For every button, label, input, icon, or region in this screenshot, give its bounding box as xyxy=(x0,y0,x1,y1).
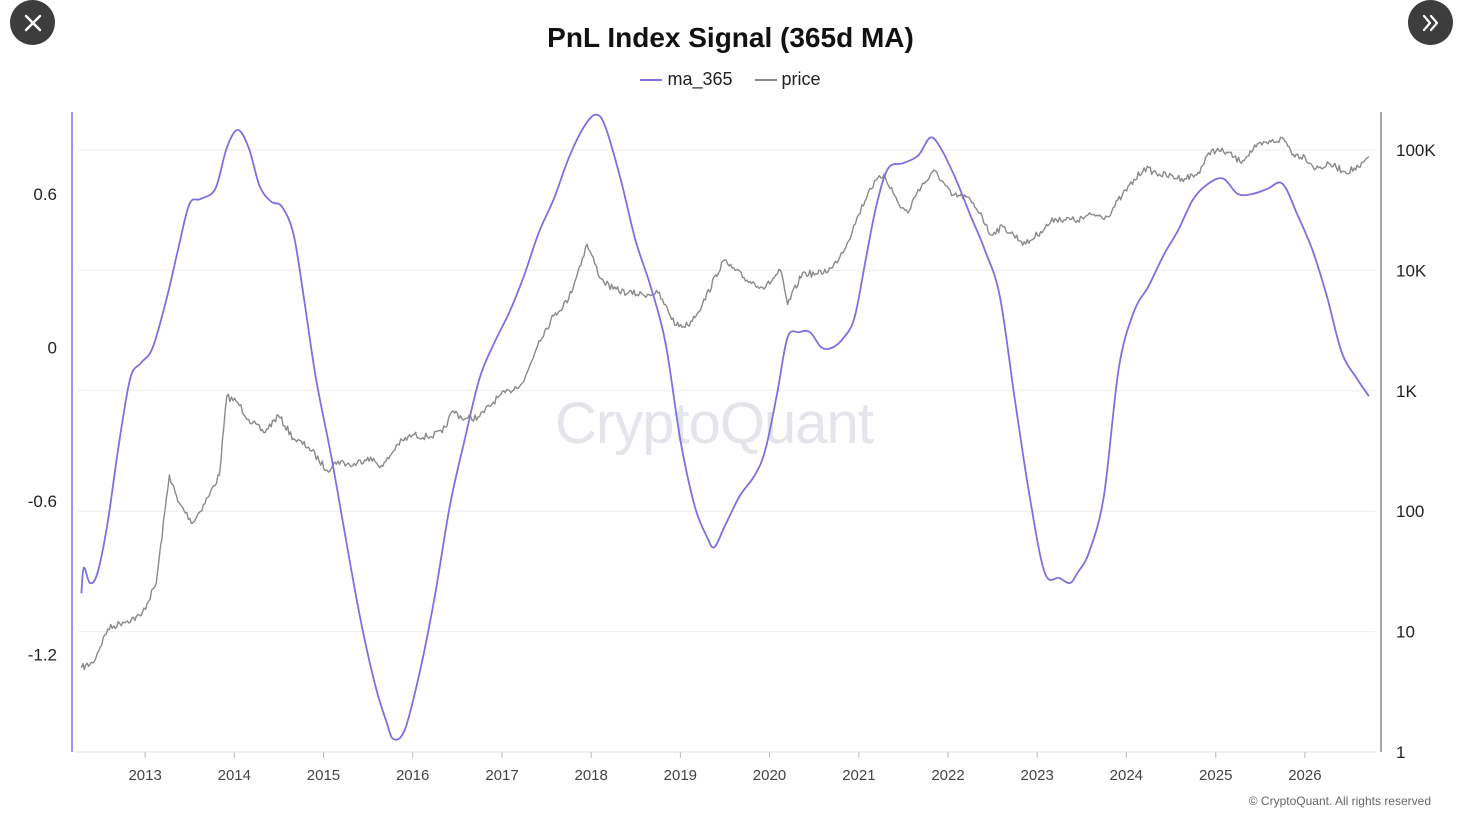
x-tick-label: 2025 xyxy=(1199,767,1232,784)
x-tick-label: 2022 xyxy=(931,767,964,784)
y-right-tick-label: 100K xyxy=(1396,141,1436,160)
chart-title: PnL Index Signal (365d MA) xyxy=(547,22,914,53)
y-right-tick-label: 10 xyxy=(1396,623,1415,642)
legend: ma_365 price xyxy=(0,69,1461,90)
x-tick-label: 2016 xyxy=(396,767,429,784)
x-tick-label: 2017 xyxy=(485,767,518,784)
x-tick-label: 2018 xyxy=(574,767,607,784)
series-line-price xyxy=(80,136,1370,671)
x-tick-label: 2024 xyxy=(1110,767,1143,784)
legend-swatch-price xyxy=(754,78,777,81)
y-left-tick-label: -1.2 xyxy=(28,646,57,665)
x-tick-label: 2015 xyxy=(307,767,340,784)
y-right-tick-label: 100 xyxy=(1396,502,1424,521)
y-left-tick-label: 0.6 xyxy=(33,185,57,204)
series-line-ma-365 xyxy=(80,113,1370,741)
x-tick-label: 2014 xyxy=(218,767,251,784)
y-right-tick-label: 1 xyxy=(1396,743,1405,762)
y-left-tick-label: -0.6 xyxy=(28,492,57,511)
legend-item-ma-365[interactable]: ma_365 xyxy=(640,69,733,90)
x-tick-label: 2026 xyxy=(1288,767,1321,784)
y-left-tick-label: 0 xyxy=(48,339,57,358)
double-chevron-right-icon xyxy=(1422,14,1438,31)
x-tick-label: 2013 xyxy=(128,767,161,784)
y-right-tick-label: 1K xyxy=(1396,382,1417,401)
copyright-text: © CryptoQuant. All rights reserved xyxy=(1248,794,1431,808)
legend-label-price: price xyxy=(781,69,821,89)
legend-item-price[interactable]: price xyxy=(754,69,821,90)
legend-swatch-ma-365 xyxy=(640,78,663,81)
x-tick-label: 2023 xyxy=(1021,767,1054,784)
y-right-tick-label: 10K xyxy=(1396,261,1427,280)
close-button[interactable] xyxy=(10,0,55,45)
legend-label-ma-365: ma_365 xyxy=(667,69,733,89)
x-tick-label: 2021 xyxy=(842,767,875,784)
expand-button[interactable] xyxy=(1408,0,1453,45)
x-tick-label: 2020 xyxy=(753,767,786,784)
close-icon xyxy=(24,14,41,31)
x-tick-label: 2019 xyxy=(664,767,697,784)
